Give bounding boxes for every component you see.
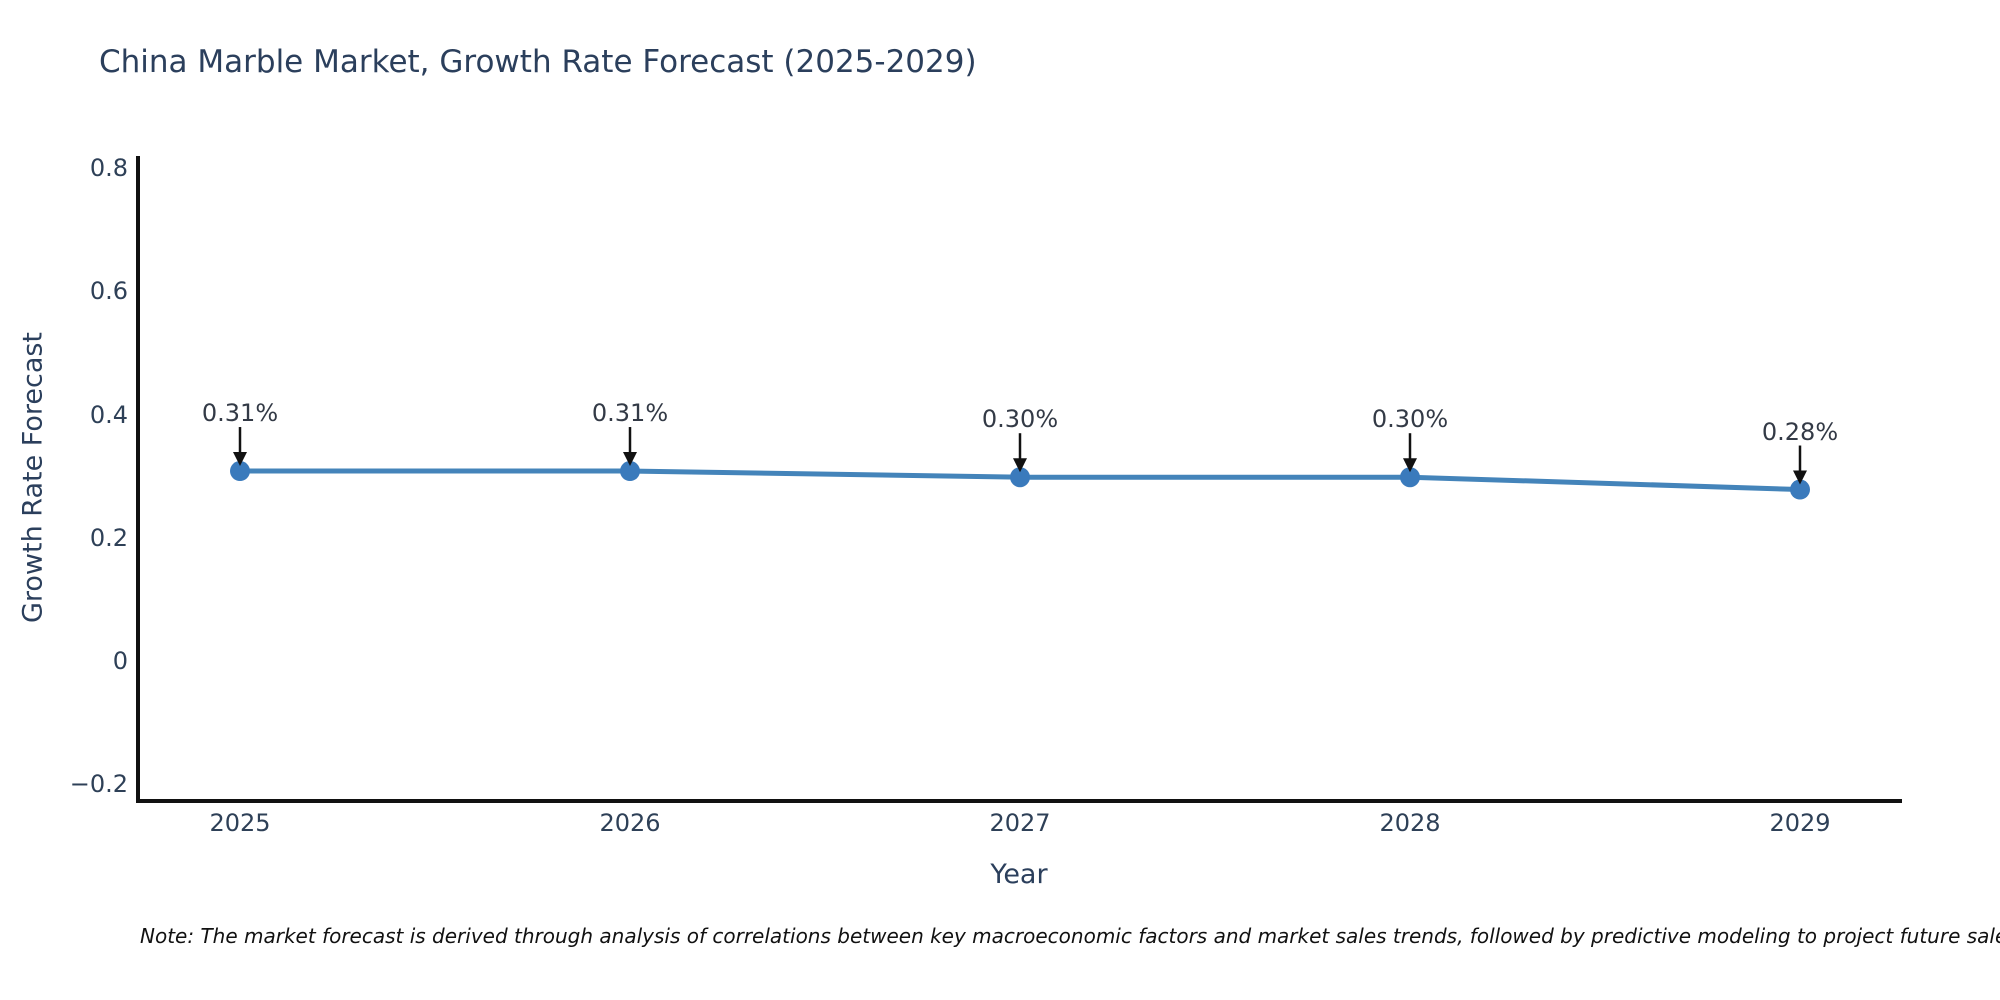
x-tick-label: 2026 xyxy=(599,809,661,837)
y-tick-label: 0.2 xyxy=(89,523,128,552)
y-tick-label: −0.2 xyxy=(69,770,128,799)
annotation-arrowhead xyxy=(1403,458,1417,473)
annotation-label: 0.28% xyxy=(1761,417,1839,446)
x-tick-label: 2028 xyxy=(1379,809,1441,837)
y-tick-label: 0.4 xyxy=(89,400,128,429)
annotation-label: 0.31% xyxy=(201,399,279,428)
annotation-arrowhead xyxy=(623,452,637,467)
annotation-label: 0.30% xyxy=(981,405,1059,434)
data-point-marker xyxy=(1400,467,1420,488)
y-axis-spine xyxy=(136,156,140,803)
annotation-arrowhead xyxy=(1013,458,1027,473)
data-point-marker xyxy=(230,461,250,482)
annotation-label: 0.30% xyxy=(1371,405,1449,434)
x-axis-spine xyxy=(136,799,1902,803)
y-tick-label: 0.8 xyxy=(89,154,128,183)
annotation-label: 0.31% xyxy=(591,399,669,428)
y-tick-label: 0 xyxy=(112,647,128,675)
y-tick-label: 0.6 xyxy=(89,277,128,306)
data-point-marker xyxy=(1790,479,1810,500)
x-tick-label: 2027 xyxy=(989,809,1051,837)
chart-title: China Marble Market, Growth Rate Forecas… xyxy=(99,44,977,80)
x-axis-title: Year xyxy=(990,859,1048,890)
x-tick-label: 2029 xyxy=(1769,809,1831,837)
footnote: Note: The market forecast is derived thr… xyxy=(140,924,2000,948)
annotation-arrowhead xyxy=(1793,470,1807,485)
data-point-marker xyxy=(620,461,640,482)
x-tick-label: 2025 xyxy=(209,809,271,837)
annotation-arrowhead xyxy=(233,452,247,467)
data-point-marker xyxy=(1010,467,1030,488)
